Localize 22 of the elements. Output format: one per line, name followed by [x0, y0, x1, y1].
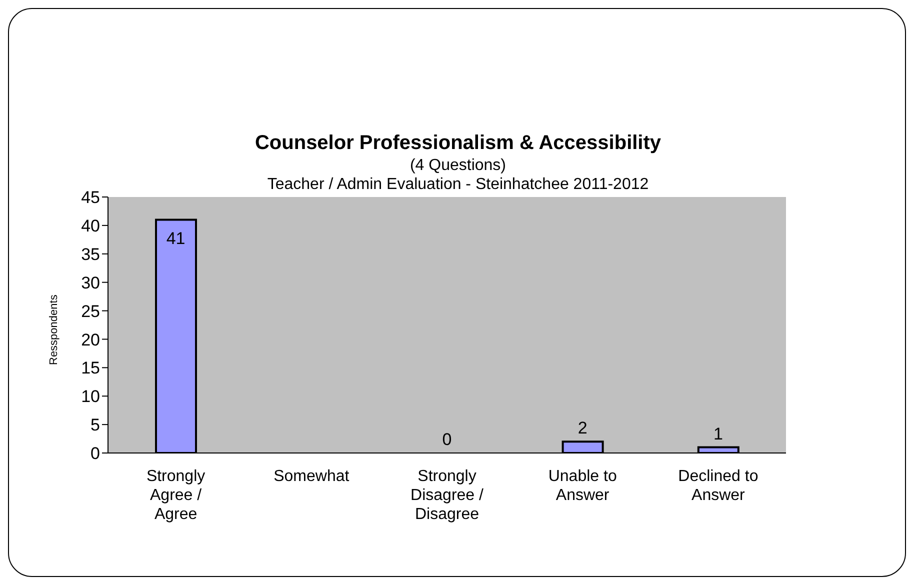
x-tick-label: Strongly Agree / Agree	[146, 468, 206, 523]
x-tick-label: Somewhat	[274, 468, 350, 485]
chart-subtitle: (4 Questions) Teacher / Admin Evaluation - Steinhatchee 2011-2012	[266, 157, 650, 193]
x-tick-label: Strongly Disagree / Disagree	[410, 468, 484, 523]
y-axis-title: Resspondents	[48, 294, 60, 365]
chart-title: Counselor Professionalism & Accessibility	[254, 132, 662, 155]
y-tick-label: 35	[81, 244, 100, 264]
y-tick-label: 40	[81, 216, 100, 236]
y-tick-label: 30	[81, 273, 100, 292]
y-tick-label: 15	[81, 358, 100, 378]
x-tick-label: Declined to Answer	[678, 468, 758, 504]
x-tick-label: Unable to Answer	[548, 468, 617, 504]
y-tick-label: 25	[81, 302, 100, 321]
data-label: 1	[713, 424, 723, 444]
y-tick-label: 5	[90, 416, 100, 435]
y-tick-label: 45	[81, 188, 100, 208]
y-tick-label: 10	[81, 387, 100, 406]
data-label: 2	[578, 418, 588, 438]
data-label: 0	[442, 430, 452, 449]
y-tick-label: 20	[81, 330, 100, 350]
y-tick-label: 0	[90, 444, 100, 464]
data-label: 41	[166, 228, 186, 248]
